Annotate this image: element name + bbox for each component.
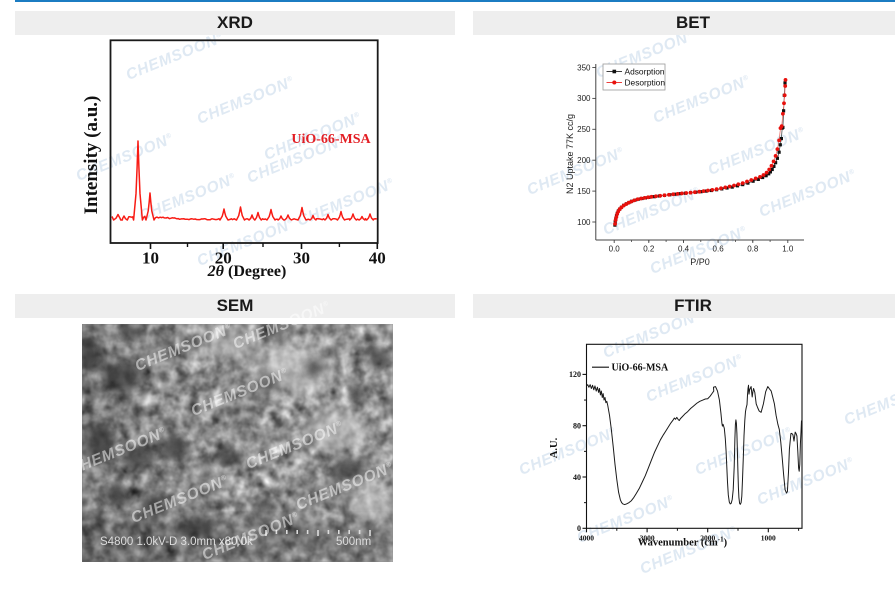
svg-text:4000: 4000 — [579, 534, 594, 543]
svg-text:Wavenumber (cm-1): Wavenumber (cm-1) — [638, 536, 728, 549]
svg-text:Intensity (a.u.): Intensity (a.u.) — [81, 96, 102, 215]
svg-text:P/P0: P/P0 — [690, 257, 710, 267]
svg-text:40: 40 — [573, 473, 581, 482]
svg-text:Desorption: Desorption — [625, 78, 666, 88]
svg-text:0: 0 — [577, 524, 581, 533]
svg-text:30: 30 — [293, 249, 310, 268]
svg-text:0.8: 0.8 — [747, 244, 759, 253]
svg-text:500nm: 500nm — [336, 536, 371, 548]
svg-text:UiO-66-MSA: UiO-66-MSA — [291, 132, 371, 147]
svg-text:1.0: 1.0 — [782, 244, 794, 253]
svg-text:0.4: 0.4 — [678, 244, 690, 253]
svg-text:40: 40 — [369, 249, 386, 268]
svg-text:N2 Uptake 77K cc/g: N2 Uptake 77K cc/g — [565, 114, 575, 194]
svg-text:150: 150 — [577, 187, 591, 196]
svg-text:1000: 1000 — [761, 534, 776, 543]
svg-text:3000: 3000 — [640, 534, 655, 543]
svg-text:2θ (Degree): 2θ (Degree) — [207, 263, 287, 280]
svg-text:80: 80 — [573, 422, 581, 431]
svg-text:100: 100 — [577, 218, 591, 227]
svg-text:2000: 2000 — [700, 534, 715, 543]
svg-text:10: 10 — [142, 249, 159, 268]
svg-text:20: 20 — [215, 249, 232, 268]
svg-text:0.0: 0.0 — [609, 244, 621, 253]
svg-text:120: 120 — [569, 370, 581, 379]
svg-text:300: 300 — [577, 94, 591, 103]
svg-text:250: 250 — [577, 125, 591, 134]
svg-text:A.U.: A.U. — [549, 437, 560, 458]
svg-text:0.2: 0.2 — [643, 244, 655, 253]
svg-text:Adsorption: Adsorption — [625, 67, 665, 77]
svg-text:350: 350 — [577, 63, 591, 72]
svg-text:200: 200 — [577, 156, 591, 165]
svg-text:0.6: 0.6 — [713, 244, 725, 253]
svg-text:S4800 1.0kV-D 3.0mm x80.0k: S4800 1.0kV-D 3.0mm x80.0k — [100, 536, 253, 548]
svg-text:UiO-66-MSA: UiO-66-MSA — [612, 363, 669, 374]
